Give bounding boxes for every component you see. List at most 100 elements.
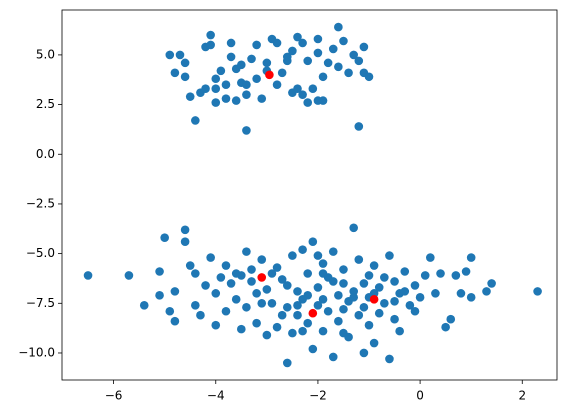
scatter-point: [216, 66, 226, 76]
scatter-point: [262, 58, 272, 68]
scatter-point: [257, 255, 267, 264]
scatter-point: [431, 289, 440, 298]
scatter-point: [282, 358, 292, 368]
scatter-point: [349, 293, 358, 302]
scatter-point: [221, 261, 231, 270]
y-tick-label: −2.5: [26, 196, 55, 210]
scatter-point: [231, 96, 241, 105]
scatter-point: [318, 326, 328, 336]
scatter-point: [308, 237, 318, 246]
scatter-point: [328, 277, 338, 286]
scatter-point: [369, 338, 379, 348]
scatter-point: [420, 271, 430, 280]
scatter-point: [265, 70, 274, 80]
x-tick-label: 2: [518, 389, 526, 403]
scatter-point: [293, 84, 302, 93]
scatter-point: [165, 50, 175, 60]
scatter-point: [349, 287, 358, 296]
scatter-point: [282, 281, 292, 290]
scatter-point: [237, 60, 246, 70]
scatter-point: [323, 58, 333, 68]
scatter-point: [252, 289, 261, 298]
y-tick-label: −7.5: [26, 296, 55, 310]
scatter-point: [206, 30, 215, 40]
scatter-point: [191, 269, 200, 278]
scatter-point: [466, 253, 476, 262]
scatter-point: [533, 287, 542, 296]
scatter-point: [374, 308, 384, 318]
scatter-point: [451, 271, 461, 280]
scatter-point: [369, 295, 379, 304]
scatter-point: [185, 261, 195, 270]
scatter-point: [247, 265, 256, 274]
scatter-point: [282, 52, 292, 62]
scatter-point: [247, 54, 256, 64]
scatter-point: [441, 322, 450, 332]
scatter-point: [247, 277, 256, 286]
scatter-point: [242, 126, 251, 135]
scatter-point: [288, 46, 297, 56]
scatter-point: [385, 354, 394, 364]
scatter-point: [313, 251, 323, 260]
scatter-point: [226, 38, 236, 48]
scatter-point: [339, 265, 348, 274]
scatter-point: [288, 251, 297, 260]
scatter-point: [364, 72, 374, 82]
scatter-point: [211, 98, 221, 107]
scatter-point: [323, 306, 333, 316]
scatter-point: [303, 291, 313, 300]
scatter-point: [349, 223, 358, 233]
scatter-point: [303, 269, 313, 278]
scatter-point: [436, 269, 445, 278]
scatter-point: [466, 293, 476, 302]
scatter-point: [196, 310, 205, 320]
scatter-point: [298, 38, 307, 48]
scatter-point: [272, 38, 282, 48]
scatter-point: [456, 289, 466, 298]
scatter-point: [180, 225, 190, 235]
scatter-point: [308, 344, 318, 354]
scatter-point: [339, 304, 348, 314]
scatter-point: [318, 96, 328, 105]
scatter-point: [221, 80, 231, 90]
scatter-point: [410, 281, 420, 290]
scatter-point: [237, 324, 246, 334]
scatter-point: [380, 298, 389, 308]
scatter-point: [415, 293, 425, 302]
scatter-point: [349, 50, 358, 60]
scatter-point: [216, 273, 226, 282]
scatter-point: [308, 308, 318, 318]
scatter-point: [170, 287, 180, 296]
scatter-point: [334, 291, 343, 300]
scatter-point: [267, 269, 277, 278]
y-tick-label: 2.5: [36, 97, 55, 111]
scatter-point: [211, 289, 221, 298]
scatter-point: [334, 316, 343, 326]
scatter-point: [359, 348, 369, 358]
scatter-point: [303, 56, 313, 66]
scatter-point: [390, 314, 399, 324]
scatter-point: [191, 300, 200, 310]
scatter-point: [339, 279, 348, 288]
scatter-point: [226, 279, 236, 288]
y-tick-label: 5.0: [36, 47, 55, 61]
x-tick-label: −4: [207, 389, 225, 403]
scatter-point: [257, 273, 267, 282]
scatter-point: [252, 74, 261, 84]
scatter-point: [339, 328, 348, 338]
scatter-point: [354, 56, 364, 66]
scatter-point: [293, 300, 302, 310]
scatter-point: [175, 50, 185, 60]
scatter-point: [185, 92, 195, 101]
scatter-point: [400, 267, 410, 276]
y-tick-label: 0.0: [36, 147, 55, 161]
scatter-point: [242, 247, 251, 256]
scatter-point: [461, 267, 471, 276]
scatter-point: [359, 302, 369, 312]
scatter-point: [211, 84, 221, 93]
plot-frame: [61, 9, 558, 381]
scatter-point: [124, 271, 134, 280]
scatter-point: [155, 291, 164, 300]
